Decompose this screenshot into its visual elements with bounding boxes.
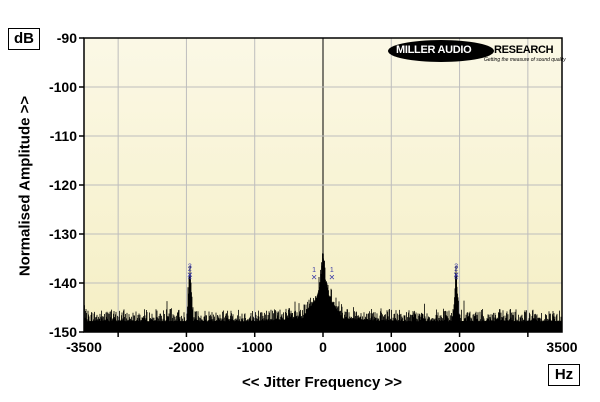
x-tick-label: 1000 <box>376 339 407 355</box>
x-tick-label: 2000 <box>444 339 475 355</box>
peak-marker-label: 2 <box>454 266 458 273</box>
peak-marker-label: 3 <box>454 263 458 270</box>
x-axis-ticks: -3500 -2000 -1000 0 1000 2000 3500 <box>66 332 578 355</box>
peak-marker-label: 3 <box>188 263 192 270</box>
y-tick-label: -130 <box>49 226 77 242</box>
peak-marker-label: 1 <box>312 267 316 274</box>
peak-marker-cross <box>453 272 459 277</box>
y-axis-title: Normalised Amplitude >> <box>16 95 34 277</box>
y-unit-label: dB <box>8 28 40 50</box>
logo-tagline: Getting the measure of sound quality <box>484 57 566 63</box>
y-axis-ticks: -90 -100 -110 -120 -130 -140 -150 <box>49 30 84 340</box>
peak-marker-label: 2 <box>188 266 192 273</box>
peak-marker-cross <box>311 274 317 280</box>
peak-marker-cross <box>329 274 335 280</box>
y-tick-label: -100 <box>49 79 77 95</box>
x-axis-title: << Jitter Frequency >> <box>241 374 403 391</box>
x-tick-label: -1000 <box>237 339 273 355</box>
spectrum-trace <box>84 247 562 332</box>
y-tick-label: -140 <box>49 275 77 291</box>
peak-marker-label: 4 <box>454 275 458 282</box>
peak-marker-label: 4 <box>188 275 192 282</box>
y-tick-label: -110 <box>50 128 77 144</box>
x-tick-label: -3500 <box>66 339 102 355</box>
miller-audio-research-logo: MILLER AUDIO RESEARCH Getting the measur… <box>388 40 566 64</box>
logo-brand-white: MILLER AUDIO <box>396 44 472 56</box>
x-unit-label: Hz <box>548 364 580 386</box>
x-tick-label: 0 <box>319 339 327 355</box>
x-tick-label: 3500 <box>546 339 577 355</box>
logo-oval <box>388 40 494 62</box>
y-tick-label: -120 <box>49 177 77 193</box>
peak-marker-cross <box>187 272 193 277</box>
y-tick-label: -90 <box>57 30 77 46</box>
x-tick-label: -2000 <box>169 339 205 355</box>
peak-marker-label: 1 <box>330 267 334 274</box>
y-tick-label: -150 <box>49 324 77 340</box>
logo-brand-black: RESEARCH <box>494 44 554 56</box>
